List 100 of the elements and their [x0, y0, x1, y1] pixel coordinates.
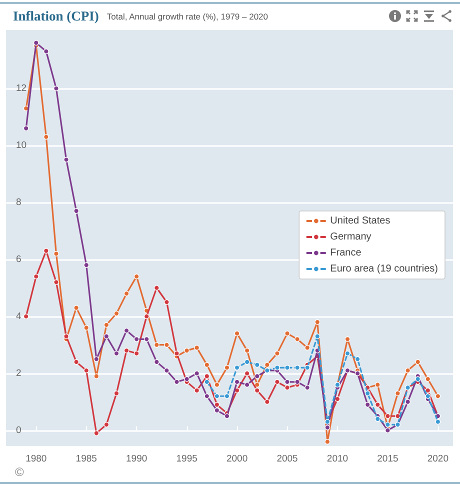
point: [64, 156, 70, 162]
point: [214, 402, 220, 408]
point: [264, 399, 270, 405]
point: [244, 359, 250, 365]
point: [284, 384, 290, 390]
x-tick-label: 1980: [26, 454, 47, 464]
point: [294, 364, 300, 370]
legend-label: France: [330, 248, 362, 258]
point: [164, 299, 170, 305]
point: [425, 376, 431, 382]
point: [53, 250, 59, 256]
point: [354, 356, 360, 362]
point: [33, 274, 39, 280]
point: [384, 422, 390, 428]
point: [174, 379, 180, 385]
point: [53, 279, 59, 285]
x-tick-label: 1985: [76, 454, 97, 464]
point: [74, 208, 80, 214]
point: [214, 382, 220, 388]
legend-label: Germany: [330, 232, 372, 242]
y-tick-label: 6: [16, 254, 22, 265]
point: [395, 390, 401, 396]
y-tick-label: 10: [16, 140, 27, 151]
point: [384, 413, 390, 419]
point: [154, 285, 160, 291]
point: [324, 438, 330, 444]
point: [294, 379, 300, 385]
point: [304, 364, 310, 370]
point: [405, 368, 411, 374]
point: [104, 334, 110, 340]
point: [124, 348, 130, 354]
point: [43, 248, 49, 254]
point: [384, 428, 390, 434]
text: ©: [15, 465, 24, 479]
x-tick-label: 2015: [377, 454, 398, 464]
point: [344, 336, 350, 342]
point: [214, 393, 220, 399]
point: [214, 408, 220, 414]
point: [94, 356, 100, 362]
point: [194, 344, 200, 350]
point: [184, 348, 190, 354]
y-tick-label: 4: [16, 310, 22, 322]
point: [194, 388, 200, 394]
point: [204, 379, 210, 385]
point: [104, 322, 110, 328]
x-tick-label: 2000: [226, 454, 248, 464]
point: [43, 134, 49, 140]
point: [23, 126, 29, 132]
point: [284, 364, 290, 370]
point: [274, 364, 280, 370]
point: [224, 413, 230, 419]
point: [415, 359, 421, 365]
point: [334, 396, 340, 402]
point: [274, 350, 280, 356]
x-tick-label: 2010: [326, 454, 348, 464]
point: [124, 328, 130, 334]
chart-subtitle: Total, Annual growth rate (%), 1979 – 2020: [106, 12, 268, 22]
point: [234, 364, 240, 370]
x-tick-label: 2005: [276, 454, 298, 464]
point: [114, 350, 120, 356]
point: [224, 364, 230, 370]
point: [304, 384, 310, 390]
point: [294, 336, 300, 342]
point: [374, 382, 380, 388]
point: [124, 290, 130, 296]
point: [435, 419, 441, 425]
point: [254, 388, 260, 394]
point: [174, 350, 180, 356]
point: [254, 382, 260, 388]
chart-title: Inflation (CPI): [13, 8, 99, 24]
y-tick-label: 0: [16, 424, 22, 436]
point: [204, 393, 210, 399]
point: [405, 399, 411, 405]
point: [84, 262, 90, 268]
point: [374, 402, 380, 408]
x-tick-label: 1990: [126, 454, 148, 464]
point: [254, 362, 260, 368]
y-tick-label: 2: [16, 368, 22, 379]
point: [74, 359, 80, 365]
point: [224, 393, 230, 399]
point: [415, 376, 421, 382]
point: [74, 305, 80, 311]
point: [144, 314, 150, 320]
point: [164, 342, 170, 348]
y-tick-label: 12: [16, 82, 27, 94]
point: [154, 359, 160, 365]
point: [234, 330, 240, 336]
point: [134, 274, 140, 280]
point: [284, 330, 290, 336]
point: [64, 334, 70, 340]
point: [435, 393, 441, 399]
point: [234, 379, 240, 385]
x-tick-label: 1995: [176, 454, 198, 464]
point: [364, 390, 370, 396]
point: [364, 402, 370, 408]
point: [314, 319, 320, 325]
point: [164, 368, 170, 374]
point: [425, 393, 431, 399]
point: [264, 362, 270, 368]
point: [104, 422, 110, 428]
